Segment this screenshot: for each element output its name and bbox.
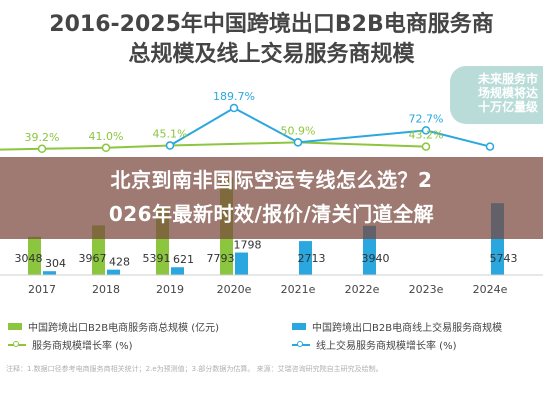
x-axis: 20162017201820192020e2021e2022e2023e2024…: [0, 274, 543, 296]
overlay-banner: [0, 157, 543, 239]
legend-item-total-scale: 中国跨境出口B2B电商服务商总规模 (亿元): [8, 319, 219, 334]
point-total-2018: [101, 143, 111, 153]
point-label-online-2023e: 72.7%: [409, 112, 444, 125]
legend-label-online-scale: 中国跨境出口B2B电商线上交易服务商规模: [312, 323, 503, 334]
point-label-total-2017: 39.2%: [25, 131, 60, 144]
callout-line3: 十万亿量级: [478, 100, 539, 114]
bar-label-online-2017: 304: [45, 257, 66, 270]
bar-label-online-2024e: 5743: [490, 252, 518, 265]
bar-total-2017: [28, 236, 41, 275]
point-total-2023e: [421, 142, 431, 151]
bar-online-2021e: [299, 241, 312, 275]
bar-online-2017: [43, 271, 56, 275]
bar-label-online-2021e: 2713: [298, 252, 326, 265]
banner-line2: 026年最新时效/报价/清关门道全解: [108, 202, 435, 226]
legend-swatch-green-bar: [8, 323, 22, 330]
overlay-banner-text[interactable]: 北京到南非国际空运专线怎么选？2 026年最新时效/报价/清关门道全解: [0, 163, 543, 231]
footnote: 注释：1.数据口径参考电商服务商相关统计；2.e为预测值；3.部分数据为估算。 …: [6, 365, 383, 373]
legend-label-total-scale: 中国跨境出口B2B电商服务商总规模 (亿元): [28, 323, 220, 334]
forecast-callout-bubble: 未来服务市 场规模将达 十万亿量级: [450, 66, 543, 124]
legend-swatch-blue-line: [292, 340, 310, 347]
x-tick-label-2017: 2017: [28, 283, 56, 296]
point-label-total-2019: 45.1%: [153, 128, 188, 141]
legend-item-total-growth: 服务商规模增长率 (%): [8, 337, 132, 352]
legend-item-online-scale: 中国跨境出口B2B电商线上交易服务商规模: [292, 319, 502, 334]
bar-label-total-2018: 3967: [79, 252, 107, 265]
bar-label-online-2022e: 3940: [362, 252, 390, 265]
chart-title-line1: 2016-2025年中国跨境出口B2B电商服务商: [49, 12, 494, 37]
line-total-growth: [0, 141, 427, 151]
bar-label-total-2017: 3048: [15, 252, 43, 265]
bar-label-online-2019: 621: [173, 253, 194, 266]
legend-label-total-growth: 服务商规模增长率 (%): [32, 341, 133, 352]
x-tick-label-2024e: 2024e: [473, 283, 508, 296]
callout-line1: 未来服务市: [478, 72, 539, 86]
legend-swatch-blue-bar: [292, 323, 306, 330]
growth-lines: [0, 103, 495, 154]
bar-label-total-2020e: 7793: [207, 252, 235, 265]
data-labels: 3048 3967 5391 7793 304 428 621 1798 2713 3940 574…: [15, 90, 518, 270]
point-total-2017: [37, 144, 47, 154]
bar-online-2018: [107, 269, 120, 275]
point-label-total-2018: 41.0%: [89, 130, 124, 143]
bar-online-2019: [171, 267, 184, 275]
bar-label-online-2020e: 1798: [234, 239, 262, 252]
point-online-2019: [165, 141, 175, 150]
bar-label-total-2019: 5391: [143, 252, 171, 265]
point-label-total-2023e: 43.2%: [409, 129, 444, 142]
legend-label-online-growth: 线上交易服务商规模增长率 (%): [316, 341, 457, 352]
point-online-2024e: [485, 142, 495, 151]
legend-item-online-growth: 线上交易服务商规模增长率 (%): [292, 337, 456, 352]
x-tick-label-2018: 2018: [92, 283, 120, 296]
point-label-total-2021e: 50.9%: [281, 124, 316, 137]
x-tick-label-2023e: 2023e: [409, 283, 444, 296]
callout-line2: 场规模将达: [478, 86, 539, 100]
legend-swatch-green-line: [8, 340, 26, 347]
point-online-2023e: [421, 126, 431, 135]
point-online-2020e: [229, 103, 239, 113]
x-tick-label-2019: 2019: [156, 283, 184, 296]
banner-line1: 北京到南非国际空运专线怎么选？2: [110, 168, 433, 192]
point-online-2021e: [293, 138, 303, 147]
chart-title-line2: 总规模及线上交易服务商规模: [128, 42, 415, 67]
x-tick-label-2022e: 2022e: [345, 283, 380, 296]
bar-online-2020e: [235, 252, 248, 275]
x-tick-label-2021e: 2021e: [281, 283, 316, 296]
x-tick-label-2020e: 2020e: [217, 283, 252, 296]
point-label-online-2020e: 189.7%: [213, 90, 255, 103]
bar-label-online-2018: 428: [109, 256, 130, 269]
